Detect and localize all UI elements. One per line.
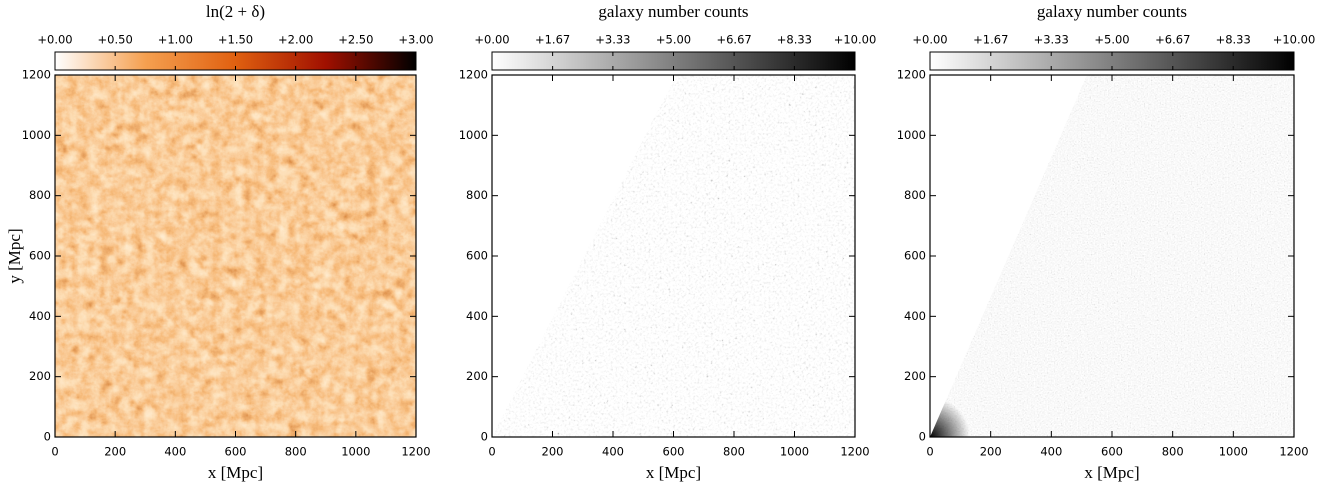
galaxy-wedge (930, 75, 1294, 437)
x-tick-label: 0 (488, 445, 495, 459)
panel-title: ln(2 + δ) (206, 2, 265, 21)
colorbar-tick-label: +8.33 (777, 33, 812, 47)
y-axis-label: y [Mpc] (5, 228, 24, 283)
y-tick-label: 400 (904, 309, 926, 323)
y-tick-label: 800 (466, 188, 488, 202)
heatmap-images (55, 75, 1294, 437)
y-tick-label: 200 (904, 369, 926, 383)
x-tick-label: 1200 (401, 445, 430, 459)
y-tick-label: 600 (466, 249, 488, 263)
x-tick-label: 400 (602, 445, 624, 459)
colorbar-tick-label: +8.33 (1216, 33, 1251, 47)
y-tick-label: 1000 (22, 128, 51, 142)
colorbar-tick-label: +2.00 (278, 33, 313, 47)
colorbar-tick-label: +3.33 (1034, 33, 1069, 47)
colorbar-tick-label: +3.00 (398, 33, 433, 47)
panel-title: galaxy number counts (1037, 2, 1187, 21)
x-tick-label: 200 (542, 445, 564, 459)
y-tick-label: 1200 (22, 68, 51, 82)
x-tick-label: 1200 (840, 445, 869, 459)
colorbar-tick-label: +1.00 (158, 33, 193, 47)
colorbar-tick-label: +1.67 (973, 33, 1008, 47)
x-tick-label: 600 (1101, 445, 1123, 459)
y-tick-label: 800 (29, 188, 51, 202)
x-tick-label: 600 (225, 445, 247, 459)
x-tick-label: 200 (980, 445, 1002, 459)
galaxy-wedge (492, 75, 855, 437)
x-tick-label: 600 (663, 445, 685, 459)
colorbar-tick-label: +1.67 (535, 33, 570, 47)
y-tick-label: 200 (29, 369, 51, 383)
x-tick-label: 0 (926, 445, 933, 459)
x-axis-label: x [Mpc] (646, 463, 701, 482)
colorbar-tick-label: +5.00 (1094, 33, 1129, 47)
x-tick-label: 1200 (1279, 445, 1308, 459)
x-tick-label: 800 (1162, 445, 1184, 459)
colorbar-tick-label: +3.33 (595, 33, 630, 47)
colorbar-tick-label: +1.50 (218, 33, 253, 47)
density-field (55, 75, 416, 437)
colorbar-tick-label: +5.00 (656, 33, 691, 47)
panel-title: galaxy number counts (598, 2, 748, 21)
y-tick-label: 0 (481, 430, 488, 444)
colorbar-tick-label: +10.00 (1273, 33, 1316, 47)
y-tick-label: 1200 (897, 68, 926, 82)
x-tick-label: 400 (1040, 445, 1062, 459)
y-tick-label: 0 (919, 430, 926, 444)
x-tick-label: 800 (285, 445, 307, 459)
y-tick-label: 600 (904, 249, 926, 263)
colorbar-tick-label: +0.00 (37, 33, 72, 47)
y-tick-label: 800 (904, 188, 926, 202)
x-tick-label: 1000 (341, 445, 370, 459)
y-tick-label: 0 (44, 430, 51, 444)
colorbar-tick-label: +0.00 (912, 33, 947, 47)
colorbar-tick-label: +6.67 (716, 33, 751, 47)
x-axis-label: x [Mpc] (1084, 463, 1139, 482)
colorbar-tick-label: +2.50 (338, 33, 373, 47)
colorbar-tick-label: +0.00 (474, 33, 509, 47)
x-tick-label: 800 (723, 445, 745, 459)
y-tick-label: 600 (29, 249, 51, 263)
x-tick-label: 0 (51, 445, 58, 459)
y-tick-label: 400 (29, 309, 51, 323)
x-tick-label: 400 (164, 445, 186, 459)
y-tick-label: 1000 (459, 128, 488, 142)
x-tick-label: 200 (104, 445, 126, 459)
y-tick-label: 1000 (897, 128, 926, 142)
x-axis-label: x [Mpc] (208, 463, 263, 482)
y-tick-label: 1200 (459, 68, 488, 82)
y-tick-label: 200 (466, 369, 488, 383)
x-tick-label: 1000 (780, 445, 809, 459)
colorbar-tick-label: +0.50 (98, 33, 133, 47)
colorbar-tick-label: +6.67 (1155, 33, 1190, 47)
y-tick-label: 400 (466, 309, 488, 323)
colorbar-tick-label: +10.00 (834, 33, 877, 47)
x-tick-label: 1000 (1219, 445, 1248, 459)
